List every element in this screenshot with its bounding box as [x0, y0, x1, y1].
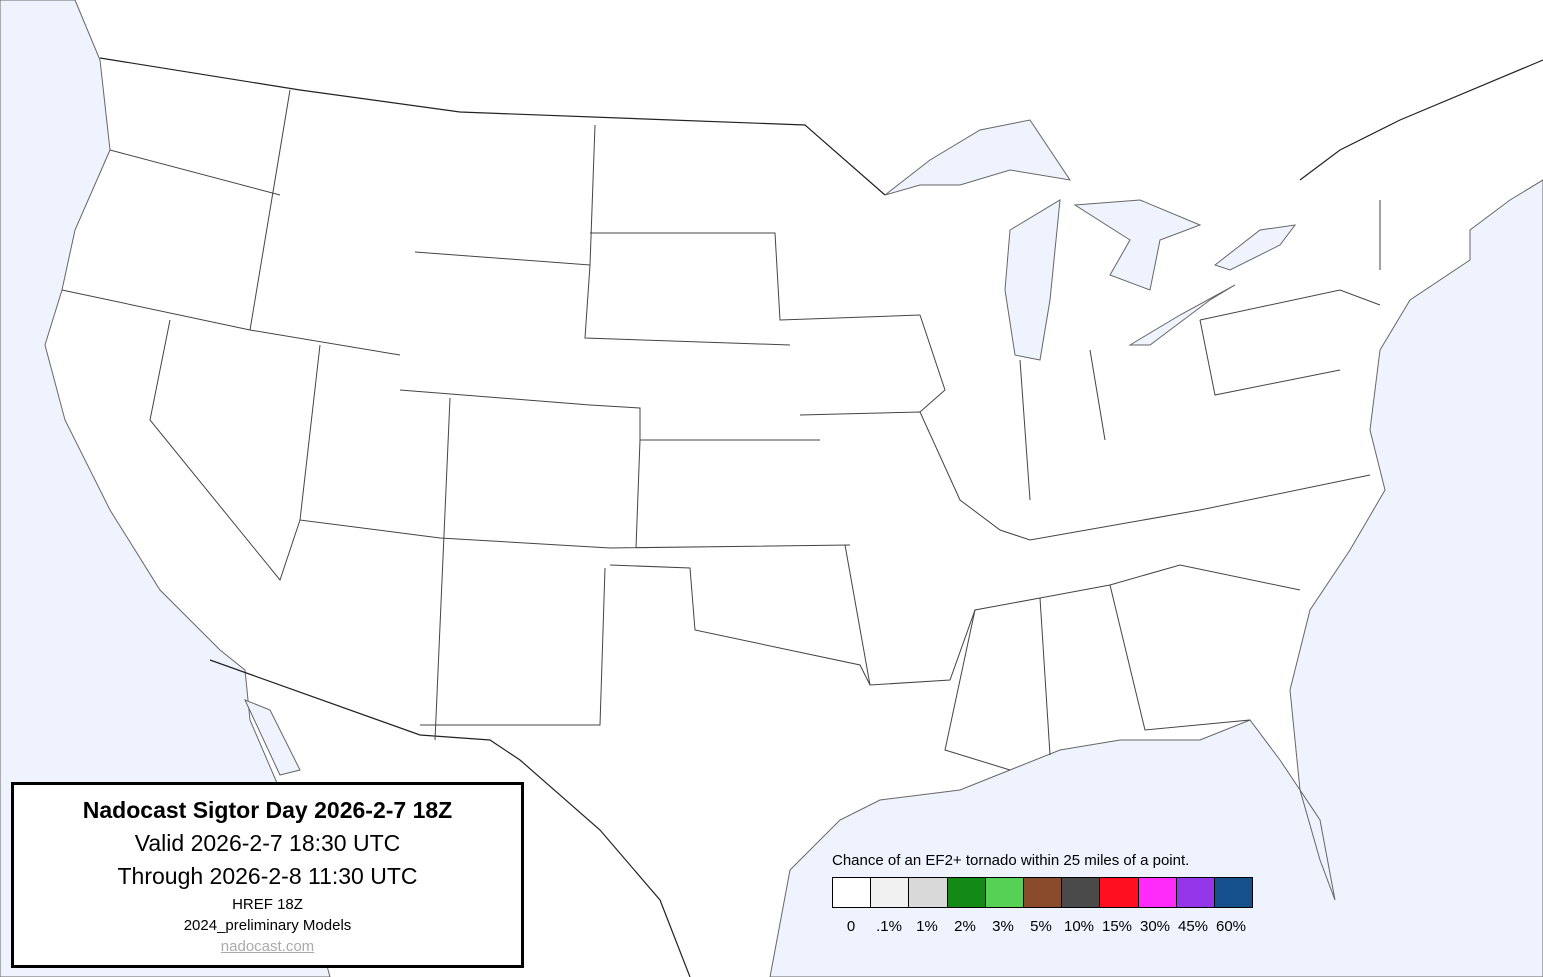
- lake-michigan: [1004, 199, 1061, 361]
- through-time: Through 2026-2-8 11:30 UTC: [117, 863, 418, 889]
- legend-label: .1%: [876, 918, 902, 935]
- lake-superior: [884, 119, 1072, 196]
- legend-swatch: [1023, 878, 1063, 907]
- legend-label: 1%: [916, 918, 938, 935]
- legend-title: Chance of an EF2+ tornado within 25 mile…: [832, 852, 1190, 869]
- legend-label: 3%: [992, 918, 1014, 935]
- lake-ontario: [1213, 224, 1297, 271]
- forecast-info-box: Nadocast Sigtor Day 2026-2-7 18Z Valid 2…: [11, 782, 524, 968]
- legend-swatch: [1214, 878, 1253, 907]
- borders: [61, 57, 1543, 977]
- legend-label: 0: [846, 918, 856, 935]
- model-run: HREF 18Z: [232, 896, 303, 913]
- legend-swatch: [985, 878, 1024, 907]
- legend-label: 15%: [1101, 918, 1133, 935]
- legend-swatch: [1062, 878, 1101, 907]
- gulf-of-california: [244, 699, 301, 776]
- site-link[interactable]: nadocast.com: [220, 938, 315, 955]
- models-version: 2024_preliminary Models: [183, 917, 352, 934]
- legend-swatch: [871, 878, 910, 907]
- probability-legend: Chance of an EF2+ tornado within 25 mile…: [832, 852, 1253, 935]
- legend-swatch: [1176, 878, 1215, 907]
- legend-labels: 0 .1% 1% 2% 3% 5% 10% 15% 30% 45% 60%: [832, 918, 1251, 935]
- legend-label: 5%: [1030, 918, 1052, 935]
- valid-time: Valid 2026-2-7 18:30 UTC: [134, 830, 401, 856]
- forecast-title: Nadocast Sigtor Day 2026-2-7 18Z: [82, 797, 453, 823]
- legend-label: 30%: [1139, 918, 1171, 935]
- gulf-and-atlantic: [769, 179, 1543, 977]
- legend-swatch: [909, 878, 948, 907]
- legend-swatch: [1138, 878, 1177, 907]
- legend-swatch: [833, 878, 872, 907]
- legend-label: 10%: [1063, 918, 1095, 935]
- legend-label: 2%: [954, 918, 976, 935]
- legend-swatches: [832, 877, 1253, 908]
- lake-huron: [1073, 199, 1202, 291]
- lake-erie: [1128, 284, 1236, 346]
- legend-swatch: [1100, 878, 1139, 907]
- legend-label: 60%: [1215, 918, 1247, 935]
- legend-swatch: [947, 878, 986, 907]
- legend-label: 45%: [1177, 918, 1209, 935]
